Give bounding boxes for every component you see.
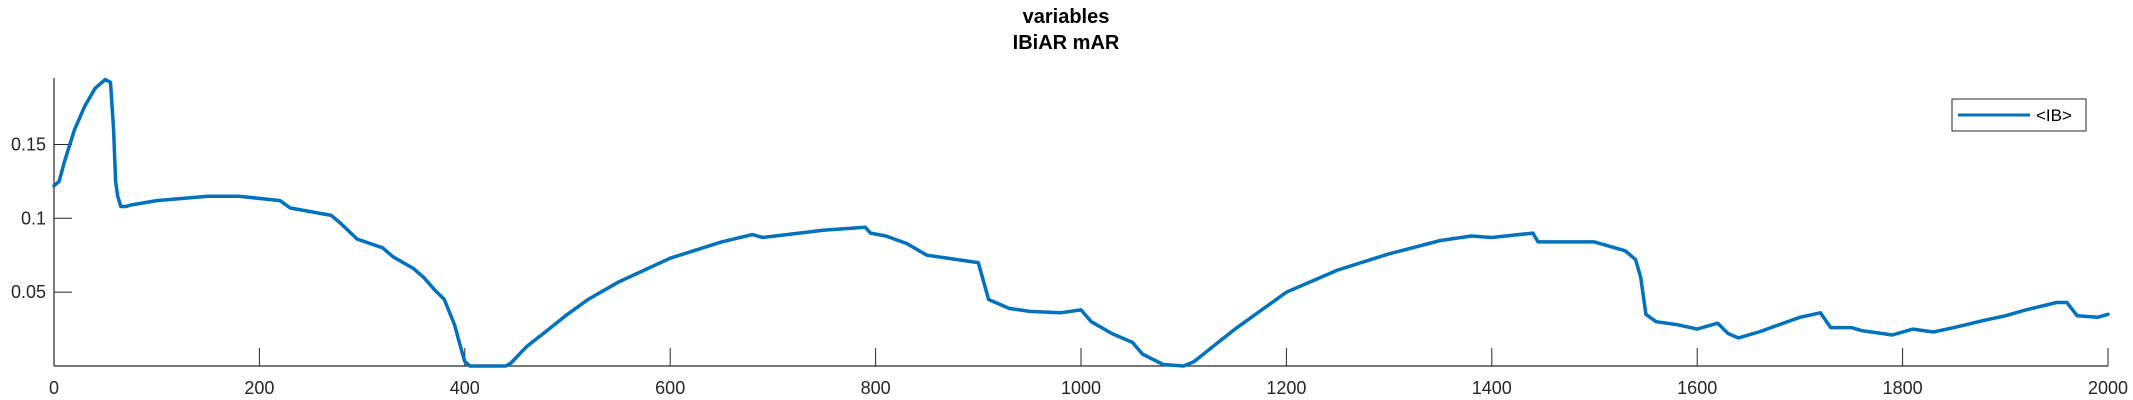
x-tick-label: 200 bbox=[244, 378, 274, 398]
x-tick-label: 1000 bbox=[1061, 378, 1101, 398]
series-layer bbox=[52, 77, 2110, 368]
legend: <IB> bbox=[1951, 98, 2087, 132]
x-tick-label: 1400 bbox=[1472, 378, 1512, 398]
legend-label: <IB> bbox=[2036, 106, 2072, 125]
chart-title: variables bbox=[1023, 6, 1110, 28]
series-line-IB bbox=[52, 77, 2110, 368]
x-tick-label: 600 bbox=[655, 378, 685, 398]
y-tick-label: 0.05 bbox=[11, 282, 46, 302]
plot-area: 0 200 400 600 800 1000 1200 1400 1600 1800 2000 0.… bbox=[11, 77, 2128, 398]
x-tick-label: 1600 bbox=[1677, 378, 1717, 398]
x-tick-label: 1800 bbox=[1883, 378, 1923, 398]
y-tick-label: 0.1 bbox=[21, 208, 46, 228]
x-tick-label: 400 bbox=[450, 378, 480, 398]
x-tick-label: 1200 bbox=[1266, 378, 1306, 398]
chart-subtitle: IBiAR mAR bbox=[1013, 32, 1120, 54]
x-tick-label: 800 bbox=[861, 378, 891, 398]
x-tick-label: 2000 bbox=[2088, 378, 2128, 398]
y-ticks: 0.05 0.1 0.15 bbox=[11, 134, 72, 302]
x-tick-label: 0 bbox=[49, 378, 59, 398]
y-tick-label: 0.15 bbox=[11, 134, 46, 154]
x-ticks: 0 200 400 600 800 1000 1200 1400 1600 1800 2000 bbox=[49, 348, 2128, 398]
